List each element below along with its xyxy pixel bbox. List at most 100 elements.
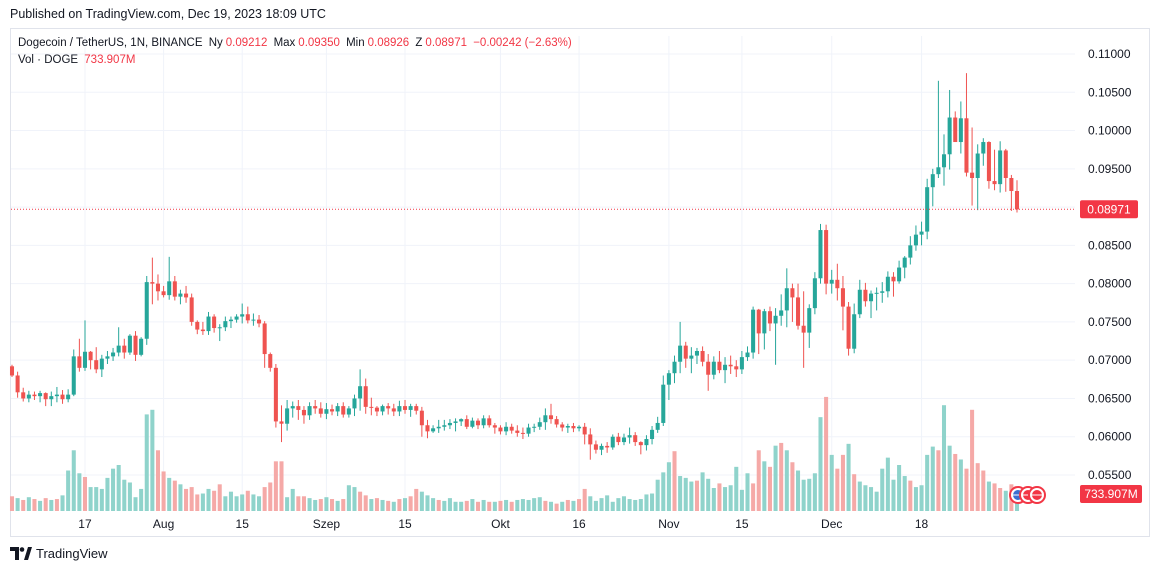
volume-bar: [913, 487, 918, 511]
candle-body: [751, 309, 756, 353]
candle-body: [178, 293, 183, 297]
candle-body: [548, 415, 554, 420]
candle-body: [773, 315, 778, 324]
candle-body: [913, 234, 918, 246]
legend-ohlc-row: Dogecoin / TetherUS, 1N, BINANCE Ny 0.092…: [18, 35, 575, 52]
volume-bar: [616, 498, 621, 511]
volume-bar: [970, 409, 975, 511]
volume-bar: [290, 488, 295, 511]
volume-bar: [532, 498, 537, 511]
volume-bar: [296, 496, 301, 511]
volume-bar: [268, 482, 273, 511]
candle-body: [251, 319, 256, 321]
volume-badge-text: 733.907M: [1084, 487, 1137, 501]
volume-bar: [94, 487, 99, 511]
legend-symbol[interactable]: Dogecoin / TetherUS, 1N, BINANCE: [18, 37, 203, 49]
candle-body: [358, 386, 363, 399]
candle-body: [565, 426, 570, 428]
volume-bar: [43, 498, 48, 511]
candle-body: [857, 289, 862, 315]
tradingview-logo[interactable]: TradingView: [10, 546, 108, 561]
volume-bar: [397, 499, 402, 511]
candle-body: [273, 367, 278, 422]
time-tick-label: Okt: [491, 517, 510, 531]
volume-bar: [9, 496, 15, 511]
legend-vol-label[interactable]: Vol · DOGE: [18, 54, 79, 66]
candle-body: [953, 117, 958, 143]
candle-body: [689, 355, 694, 359]
volume-bar: [885, 457, 890, 511]
candle-body: [577, 426, 582, 429]
volume-bar: [386, 500, 391, 511]
price-tick-label: 0.05500: [1088, 468, 1132, 482]
volume-bar: [908, 480, 913, 511]
candle-body: [49, 396, 54, 400]
candle-body: [520, 432, 525, 434]
volume-bar: [840, 454, 845, 511]
candle-body: [60, 394, 65, 400]
volume-bar: [829, 454, 834, 511]
candle-body: [537, 422, 542, 427]
volume-bar: [234, 496, 239, 511]
volume-bar: [459, 501, 464, 511]
candle-body: [801, 325, 806, 333]
legend-close-label: Z: [415, 37, 423, 49]
volume-bar: [32, 499, 37, 511]
chart-frame: [10, 28, 1150, 537]
volume-bar: [245, 490, 250, 511]
volume-bar: [773, 445, 778, 511]
volume-bar: [998, 488, 1003, 511]
volume-bar: [26, 497, 31, 511]
candle-body: [998, 150, 1003, 185]
candle-body: [812, 278, 817, 309]
volume-bar: [621, 496, 627, 511]
volume-bar: [824, 396, 829, 511]
candle-body: [840, 288, 845, 307]
candle-body: [127, 335, 132, 353]
volume-bar: [739, 489, 744, 511]
candle-body: [116, 345, 121, 353]
candle-body: [296, 406, 301, 410]
candle-body: [846, 306, 851, 349]
candle-body: [195, 321, 200, 330]
volume-bar: [745, 473, 750, 511]
volume-bar: [139, 488, 144, 511]
candle-body: [784, 288, 789, 311]
volume-bar: [863, 485, 868, 511]
candle-body: [352, 398, 357, 409]
candle-body: [958, 118, 963, 143]
candle-body: [661, 384, 666, 423]
volume-bar: [683, 477, 688, 511]
volume-bar: [352, 487, 357, 511]
volume-bar: [560, 501, 565, 511]
volume-bar: [706, 478, 711, 511]
candle-body: [487, 418, 492, 426]
volume-bar: [464, 500, 469, 511]
volume-bar: [565, 499, 570, 511]
volume-bar: [981, 470, 986, 511]
volume-bar: [144, 414, 149, 511]
volume-bar: [161, 471, 166, 511]
candle-body: [313, 406, 318, 409]
candle-body: [897, 267, 902, 282]
volume-bar: [481, 499, 486, 511]
time-tick-label: 18: [915, 517, 929, 531]
time-tick-label: 16: [572, 517, 586, 531]
candle-body: [391, 408, 396, 412]
legend-close-value: 0.08971: [425, 37, 467, 49]
event-flag-icon[interactable]: [1028, 486, 1046, 504]
volume-bar: [599, 498, 604, 511]
candle-body: [874, 292, 879, 294]
chart-legend: Dogecoin / TetherUS, 1N, BINANCE Ny 0.092…: [18, 35, 575, 69]
candle-body: [767, 311, 772, 324]
volume-bar: [127, 482, 132, 511]
volume-bar: [537, 497, 542, 511]
candle-body: [453, 421, 458, 423]
candle-body: [638, 442, 643, 446]
volume-bar: [835, 468, 840, 511]
candle-body: [902, 257, 907, 268]
volume-bar: [554, 503, 559, 511]
legend-high-label: Max: [273, 37, 296, 49]
volume-bar: [172, 480, 177, 511]
